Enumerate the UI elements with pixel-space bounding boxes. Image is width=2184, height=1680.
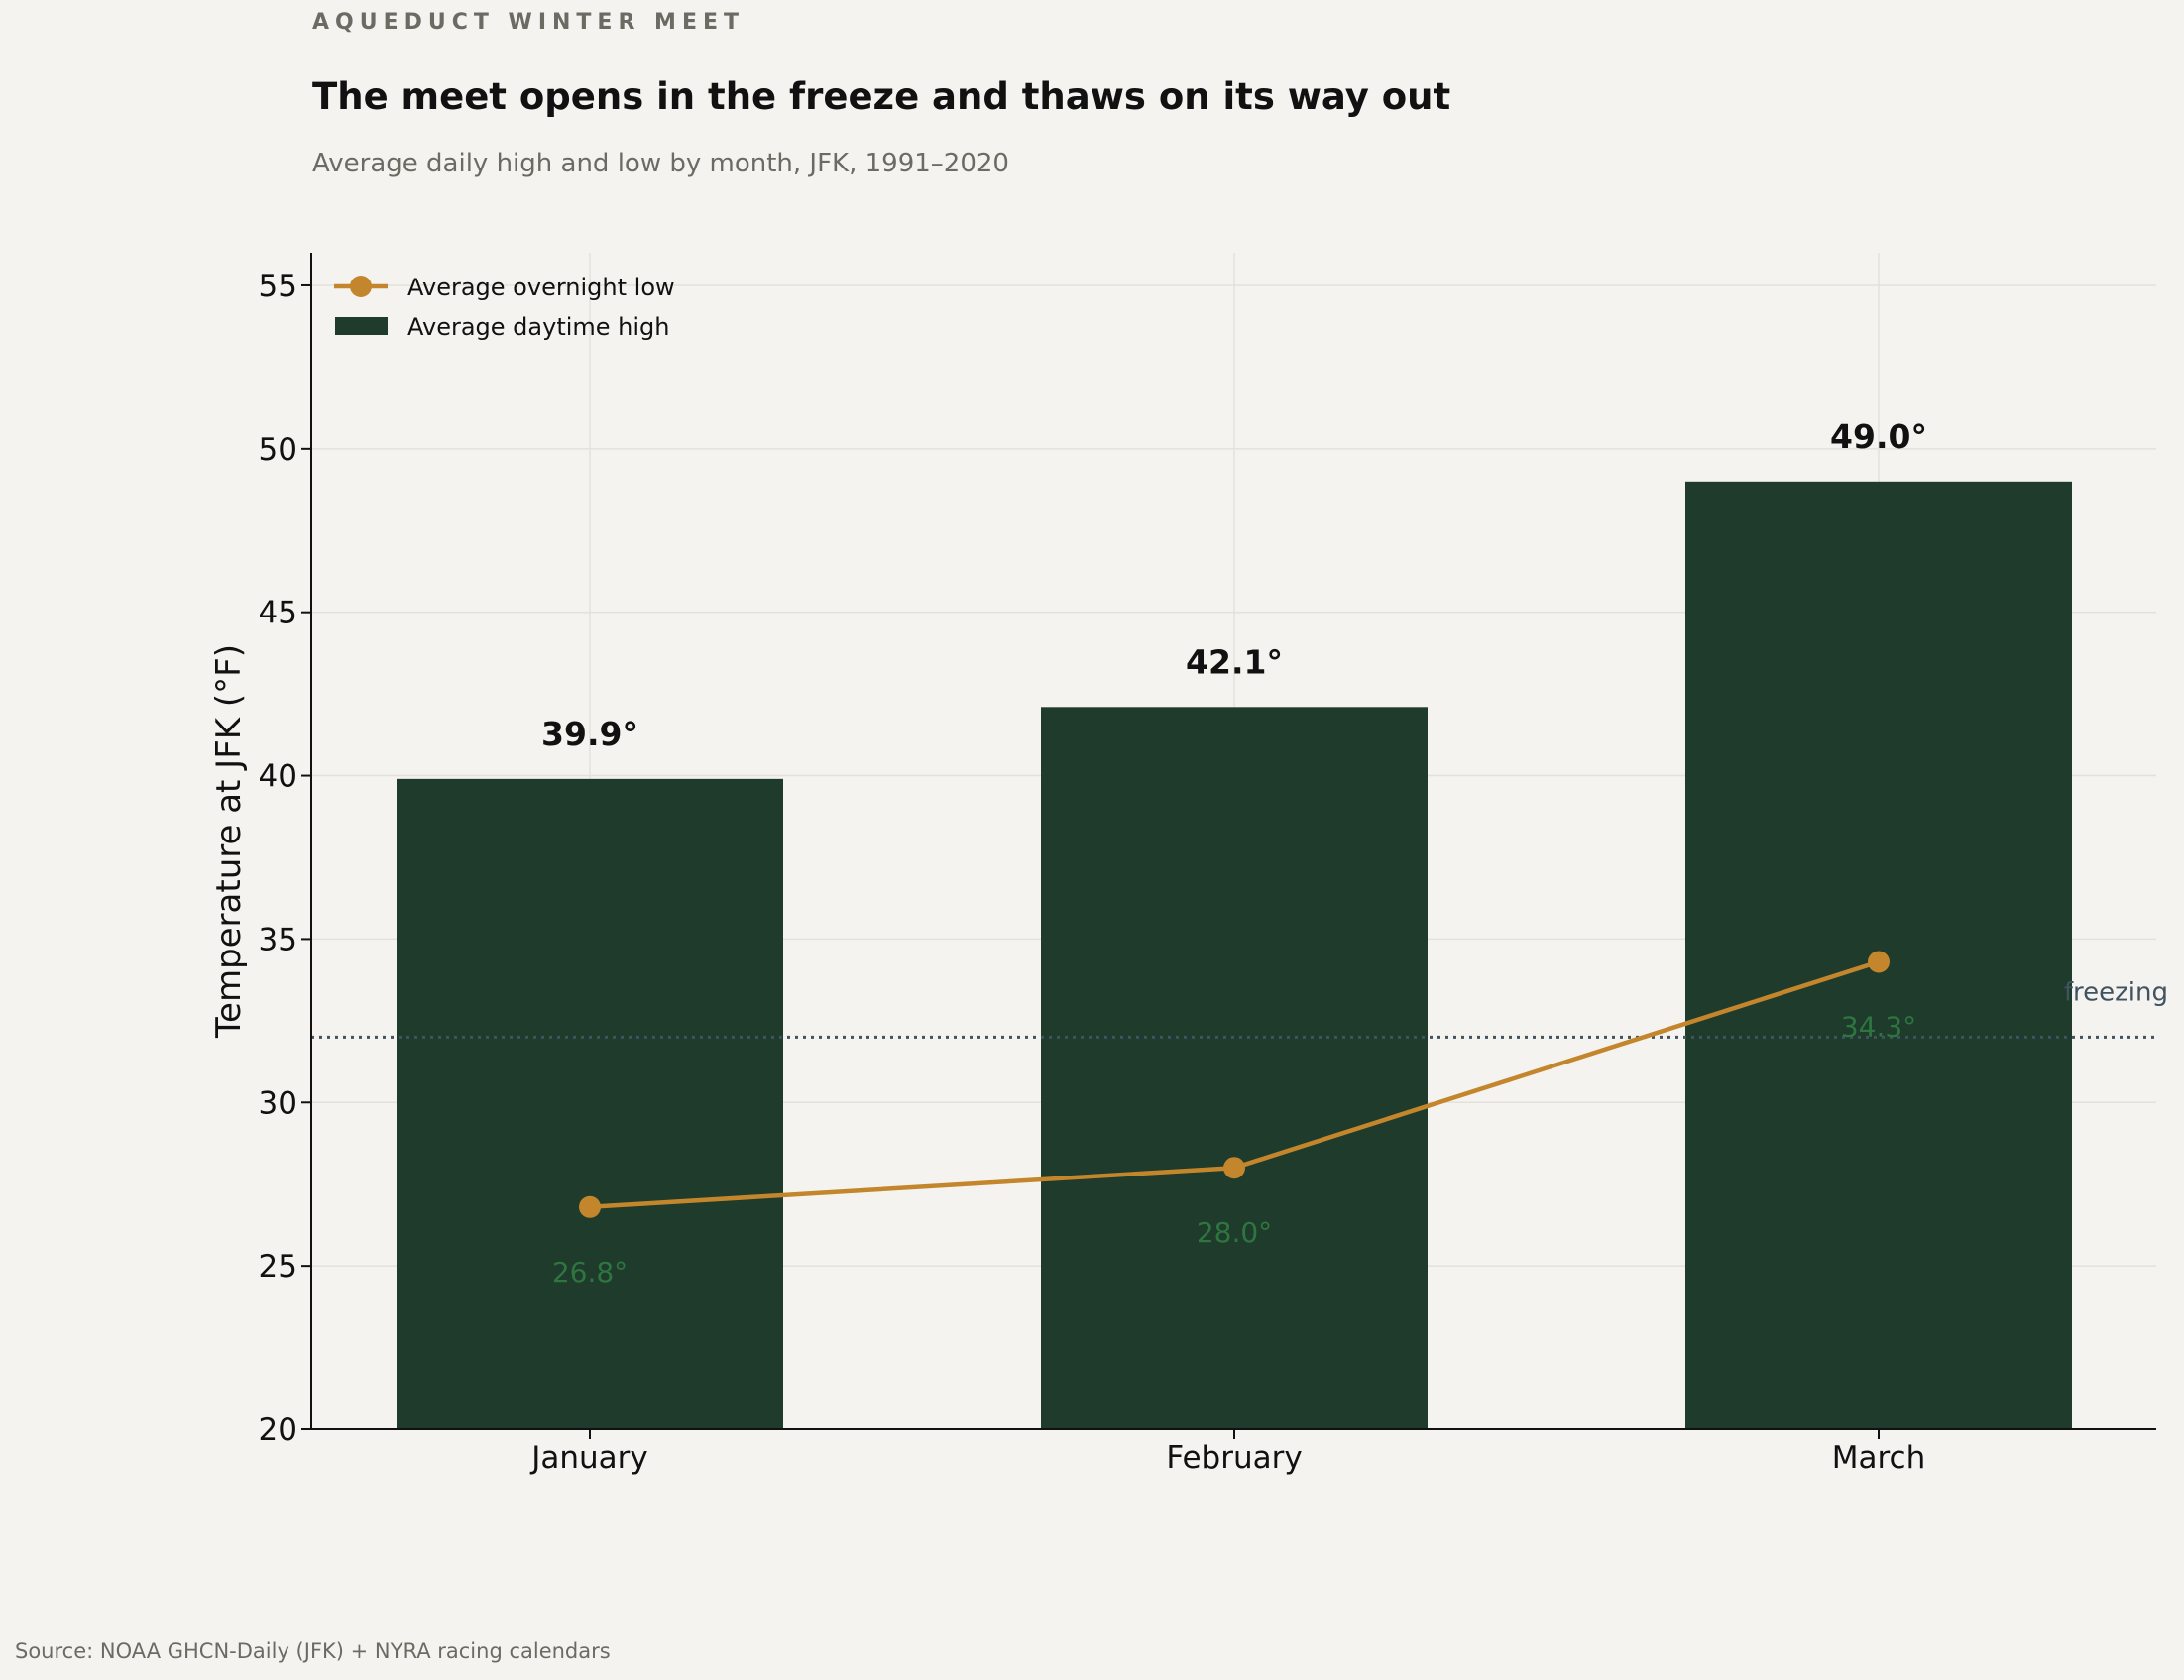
legend-label-overnight-low: Average overnight low bbox=[407, 274, 675, 301]
overnight-low-point-january bbox=[579, 1195, 601, 1218]
bar-value-label: 42.1° bbox=[1186, 642, 1283, 681]
y-tick-label: 55 bbox=[259, 269, 297, 304]
x-tick-label: March bbox=[1832, 1440, 1926, 1476]
y-tick-label: 25 bbox=[259, 1249, 297, 1285]
overnight-low-point-march bbox=[1868, 951, 1890, 973]
y-tick-label: 30 bbox=[259, 1085, 297, 1121]
bar-value-label: 49.0° bbox=[1830, 417, 1927, 456]
bar-value-label: 39.9° bbox=[541, 715, 638, 753]
legend-bar-swatch bbox=[335, 317, 388, 335]
y-tick-label: 35 bbox=[259, 922, 297, 957]
y-tick-label: 20 bbox=[259, 1412, 297, 1448]
overnight-low-point-february bbox=[1223, 1157, 1245, 1179]
y-tick-label: 45 bbox=[259, 596, 297, 631]
low-value-label: 26.8° bbox=[552, 1256, 628, 1288]
source-note: Source: NOAA GHCN-Daily (JFK) + NYRA rac… bbox=[15, 1639, 611, 1663]
low-value-label: 34.3° bbox=[1841, 1010, 1916, 1043]
freezing-label: freezing bbox=[2064, 977, 2168, 1007]
y-axis-title: Temperature at JFK (°F) bbox=[209, 644, 249, 1039]
chart-title: The meet opens in the freeze and thaws o… bbox=[312, 75, 1451, 118]
x-tick-label: February bbox=[1166, 1440, 1302, 1476]
low-value-label: 28.0° bbox=[1197, 1216, 1272, 1249]
bar-daytime-high-january bbox=[397, 778, 783, 1429]
chart-subtitle: Average daily high and low by month, JFK… bbox=[312, 149, 1009, 178]
legend-label-daytime-high: Average daytime high bbox=[407, 313, 670, 341]
bar-daytime-high-february bbox=[1041, 707, 1428, 1429]
x-tick-label: January bbox=[529, 1440, 648, 1476]
chart-kicker: AQUEDUCT WINTER MEET bbox=[312, 10, 746, 35]
legend-marker-swatch bbox=[350, 276, 372, 297]
y-tick-label: 40 bbox=[259, 759, 297, 795]
y-tick-label: 50 bbox=[259, 432, 297, 468]
